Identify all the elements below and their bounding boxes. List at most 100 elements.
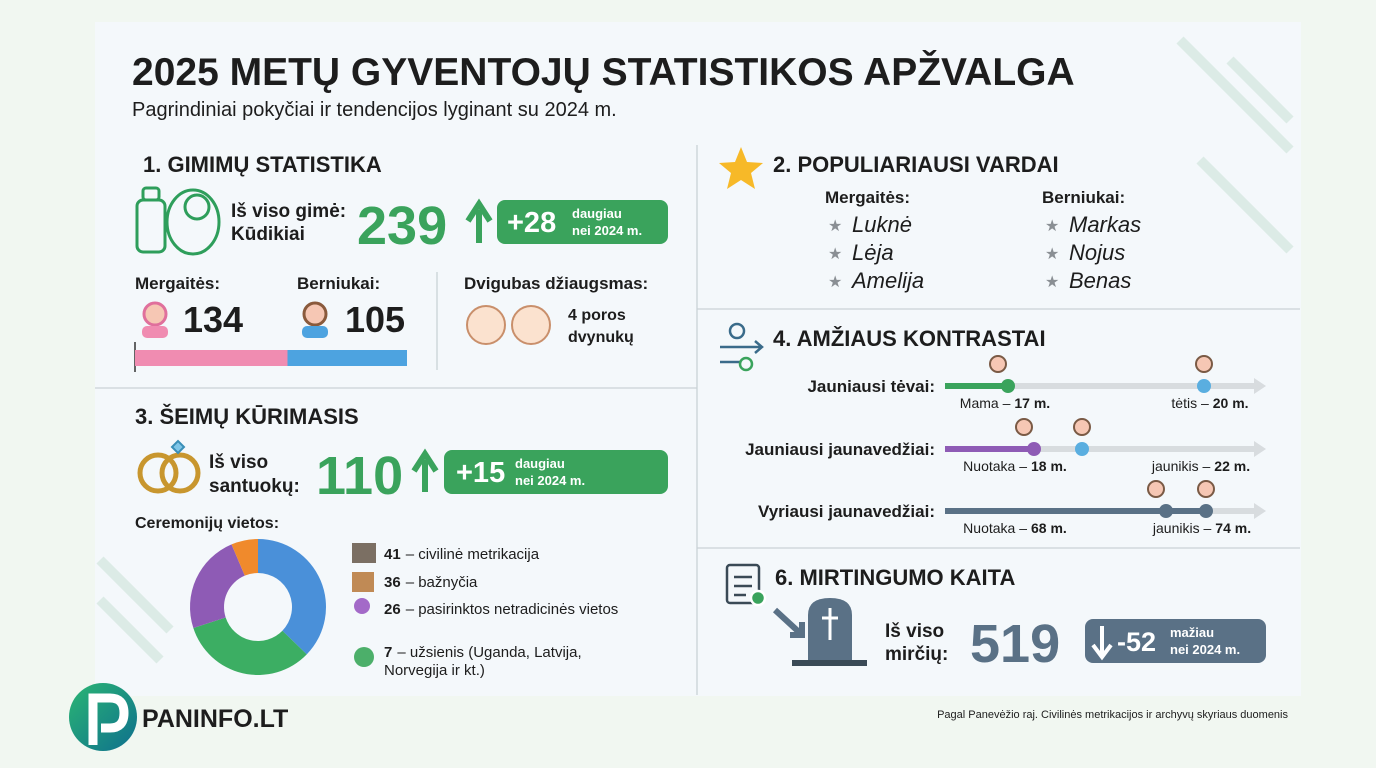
change-value: +15	[456, 457, 505, 489]
total-label: Iš viso gimė:	[231, 201, 346, 222]
total-label: Iš viso	[209, 452, 268, 473]
person-icon	[989, 355, 1007, 373]
girls-label: Mergaitės:	[825, 188, 910, 207]
track-arrow	[1254, 378, 1266, 394]
change-note: nei 2024 m.	[515, 473, 585, 488]
decoration	[1176, 36, 1294, 254]
twins-text: dvynukų	[568, 329, 634, 346]
legend-entry: 7 – užsienis (Uganda, Latvija, Norvegija i…	[384, 644, 582, 679]
boys-label: Berniukai:	[297, 274, 380, 293]
twins-label: Dvigubas džiaugsmas:	[464, 274, 648, 293]
total-label: Kūdikiai	[231, 224, 305, 245]
ceremonies-label: Ceremonijų vietos:	[135, 515, 279, 532]
total-value: 110	[316, 446, 403, 506]
change-badge	[444, 450, 668, 494]
legend-text: – bažnyčia	[406, 574, 478, 591]
legend-text: – pasirinktos netradicinės vietos	[406, 601, 619, 618]
age-caption: tėtis –20 m.	[1171, 395, 1248, 411]
girls-bar	[135, 350, 288, 366]
legend-text: – civilinė metrikacija	[406, 546, 540, 563]
age-value: 68 m.	[1031, 520, 1067, 536]
legend-icons	[352, 543, 376, 667]
section-heading: 1. GIMIMŲ STATISTIKA	[143, 152, 382, 177]
person-icon	[1073, 418, 1091, 436]
age-caption: Mama –17 m.	[960, 395, 1050, 411]
change-note: daugiau	[515, 456, 565, 471]
track-arrow	[1254, 441, 1266, 457]
girls-label: Mergaitės:	[135, 274, 220, 293]
age-icon	[720, 322, 764, 372]
change-value: +28	[507, 207, 556, 239]
name: Lėja	[852, 240, 894, 265]
subtitle: Pagrindiniai pokyčiai ir tendencijos lyg…	[132, 99, 617, 121]
name: Markas	[1069, 212, 1141, 237]
change-badge	[497, 200, 668, 244]
clipboard-icon	[725, 563, 767, 607]
age-who: jaunikis –	[1151, 458, 1211, 474]
donut-segment	[193, 617, 307, 675]
marker	[1075, 442, 1089, 456]
track-arrow	[1254, 503, 1266, 519]
boys-bar	[287, 350, 407, 366]
twins-text: 4 poros	[568, 307, 626, 324]
section-heading: 4. AMŽIAUS KONTRASTAI	[773, 326, 1046, 351]
legend-count: 36	[384, 574, 401, 591]
total-label: Iš viso	[885, 621, 944, 642]
girls-value: 134	[183, 299, 243, 340]
boys-label: Berniukai:	[1042, 188, 1125, 207]
source: Pagal Panevėžio raj. Civilinės metrikaci…	[937, 709, 1288, 721]
age-value: 74 m.	[1215, 520, 1251, 536]
down-arrow	[1091, 626, 1113, 661]
donut	[189, 539, 326, 675]
change-note: daugiau	[572, 206, 622, 221]
section-heading: 2. POPULIARIAUSI VARDAI	[773, 152, 1059, 177]
arrow-icon	[772, 607, 805, 638]
up-arrow	[465, 198, 493, 243]
marker	[1159, 504, 1173, 518]
name: Nojus	[1069, 240, 1125, 265]
girl-icon	[142, 301, 168, 338]
gravestone-icon	[792, 598, 867, 666]
name: Luknė	[852, 212, 912, 237]
donut-segment	[258, 539, 326, 655]
legend-count: 41	[384, 546, 401, 563]
up-arrow	[411, 448, 439, 492]
marker	[1027, 442, 1041, 456]
total-label: santuokų:	[209, 476, 300, 497]
person-icon	[1197, 480, 1215, 498]
donut-segment	[231, 539, 258, 576]
change-note: nei 2024 m.	[572, 223, 642, 238]
boys-value: 105	[345, 299, 405, 340]
age-caption: jaunikis –74 m.	[1152, 520, 1251, 536]
age-value: 18 m.	[1031, 458, 1067, 474]
legend-entry: 26 – pasirinktos netradicinės vietos	[384, 601, 618, 618]
total-label: mirčių:	[885, 644, 948, 665]
legend-count: 7	[384, 644, 392, 661]
age-caption: jaunikis –22 m.	[1151, 458, 1250, 474]
row-label: Jauniausi tėvai:	[807, 377, 935, 396]
age-who: jaunikis –	[1152, 520, 1212, 536]
row-label: Vyriausi jaunavedžiai:	[758, 502, 935, 521]
bullet: ★	[1045, 246, 1059, 263]
age-who: Nuotaka –	[963, 520, 1027, 536]
name: Benas	[1069, 268, 1131, 293]
total-value: 519	[970, 614, 1060, 674]
title: 2025 METŲ GYVENTOJŲ STATISTIKOS APŽVALGA	[132, 50, 1075, 94]
name: Amelija	[850, 268, 924, 293]
legend-count: 26	[384, 601, 401, 618]
person-icon	[1015, 418, 1033, 436]
change-note: nei 2024 m.	[1170, 642, 1240, 657]
person-icon	[1195, 355, 1213, 373]
age-who: Nuotaka –	[963, 458, 1027, 474]
rings-icon	[137, 439, 201, 494]
change-value: -52	[1117, 627, 1156, 657]
total-value: 239	[357, 196, 447, 256]
marker	[1197, 379, 1211, 393]
bullet: ★	[828, 218, 842, 235]
age-who: tėtis –	[1171, 395, 1209, 411]
star-icon	[719, 147, 763, 189]
age-value: 22 m.	[1214, 458, 1250, 474]
age-caption: Nuotaka –68 m.	[963, 520, 1067, 536]
marker	[1199, 504, 1213, 518]
